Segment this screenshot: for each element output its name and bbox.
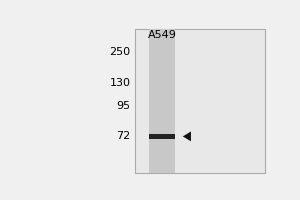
Polygon shape: [183, 131, 191, 141]
Bar: [149, 134, 175, 139]
Text: 250: 250: [110, 47, 130, 57]
Bar: [149, 29, 175, 173]
Text: 72: 72: [116, 131, 130, 141]
Bar: [135, 29, 266, 173]
Text: 130: 130: [110, 78, 130, 88]
Text: A549: A549: [148, 30, 176, 40]
Text: 95: 95: [116, 101, 130, 111]
